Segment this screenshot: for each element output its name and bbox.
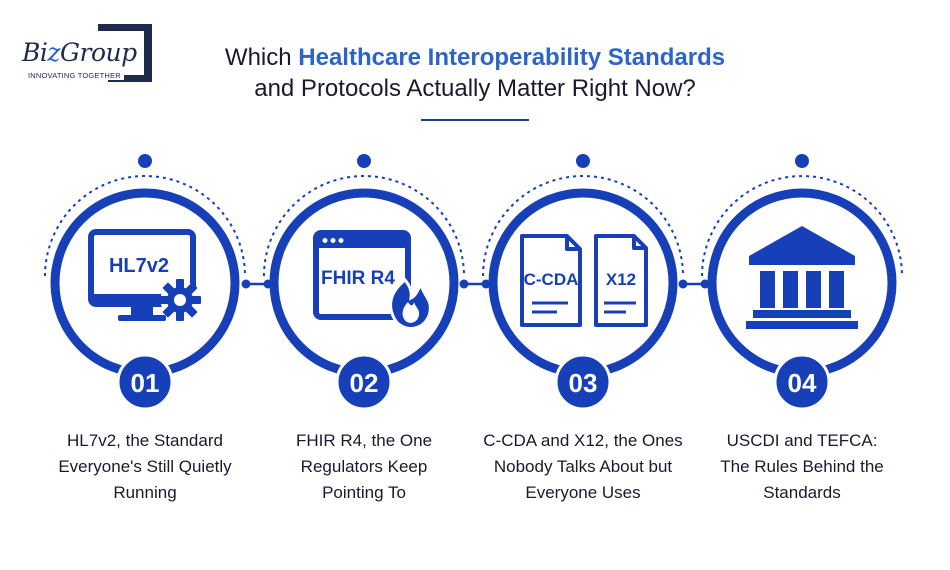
top-dot — [795, 154, 809, 168]
connector-2-3 — [459, 279, 491, 289]
logo-frame-right — [144, 24, 152, 82]
dotted-arc — [701, 175, 903, 277]
step-number: 01 — [131, 368, 160, 398]
logo-tagline: INNOVATING TOGETHER — [28, 71, 124, 80]
step-number-badge — [335, 353, 393, 411]
step-4-caption: USCDI and TEFCA: The Rules Behind the St… — [720, 431, 884, 502]
logo-frame-bottom — [108, 75, 152, 82]
monitor-gear-icon: HL7v2 — [88, 229, 201, 321]
step-number-badge — [554, 353, 612, 411]
bizgroup-logo: BizGroup INNOVATING TOGETHER — [22, 24, 157, 84]
dotted-arc — [44, 175, 246, 277]
icon-label: FHIR R4 — [321, 268, 395, 289]
step-2: FHIR R4 02 — [263, 154, 465, 411]
icon-label-a: C-CDA — [524, 270, 579, 289]
step-circle — [707, 188, 897, 378]
top-dot — [138, 154, 152, 168]
browser-flame-icon: FHIR R4 — [313, 230, 432, 330]
step-4: 04 — [701, 154, 903, 411]
connector-3-4 — [678, 279, 710, 289]
icon-label-b: X12 — [606, 270, 636, 289]
step-3: C-CDA X12 03 — [482, 154, 684, 411]
top-dot — [576, 154, 590, 168]
step-1: HL7v2 01 — [44, 154, 246, 411]
dotted-arc — [263, 175, 465, 277]
step-number-badge — [773, 353, 831, 411]
title-line2: and Protocols Actually Matter Right Now? — [254, 75, 696, 102]
documents-icon: C-CDA X12 — [520, 234, 648, 327]
logo-wordmark: BizGroup — [22, 38, 139, 67]
step-2-caption: FHIR R4, the One Regulators Keep Pointin… — [295, 431, 433, 502]
step-number: 03 — [569, 368, 598, 398]
step-1-caption: HL7v2, the Standard Everyone's Still Qui… — [58, 431, 232, 502]
title-highlight: Healthcare Interoperability Standards — [298, 44, 726, 71]
step-number: 02 — [350, 368, 379, 398]
title-underline — [421, 119, 529, 121]
step-number-badge — [116, 353, 174, 411]
dotted-arc — [482, 175, 684, 277]
icon-label: HL7v2 — [109, 255, 169, 277]
step-3-caption: C-CDA and X12, the Ones Nobody Talks Abo… — [483, 431, 683, 502]
step-number: 04 — [788, 368, 817, 398]
connector-1-2 — [241, 279, 273, 289]
government-building-icon — [746, 226, 858, 329]
title-prefix: Which — [224, 44, 299, 71]
top-dot — [357, 154, 371, 168]
page-title: Which Healthcare Interoperability Standa… — [0, 42, 950, 104]
